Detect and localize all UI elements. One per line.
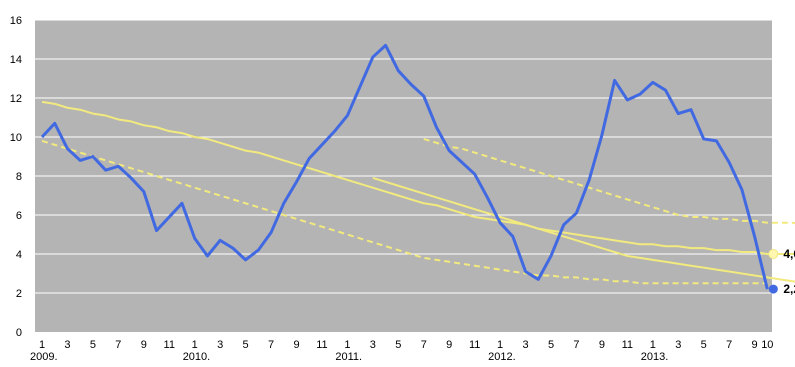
year-label: 2009. [30, 351, 58, 363]
x-tick-label: 5 [395, 339, 401, 351]
x-tick-label: 11 [164, 339, 175, 351]
series-line [423, 137, 795, 225]
x-axis-ticks: 1 3 5 7 9 11 1 3 5 7 9 11 1 3 5 7 9 11 1 3 5 7 9 11 1 3 5 7 9 10 [39, 339, 774, 351]
end-marker-point [768, 249, 779, 259]
x-tick-label: 5 [243, 339, 249, 351]
x-tick-label: 1 [192, 339, 198, 351]
y-tick-label: 6 [16, 210, 22, 222]
x-tick-label: 1 [497, 339, 503, 351]
x-tick-label: 5 [548, 339, 554, 351]
x-tick-label: 3 [522, 339, 528, 351]
x-tick-label: 11 [469, 339, 480, 351]
y-tick-label: 12 [10, 93, 22, 105]
y-tick-label: 2 [16, 288, 22, 300]
x-tick-label: 9 [599, 339, 605, 351]
x-tick-label: 3 [217, 339, 223, 351]
x-tick-label: 3 [370, 339, 376, 351]
x-tick-label: 7 [421, 339, 427, 351]
x-tick-label: 11 [316, 339, 327, 351]
x-tick-label: 7 [268, 339, 274, 351]
y-tick-label: 8 [16, 171, 22, 183]
x-tick-label: 1 [39, 339, 45, 351]
x-tick-label: 9 [446, 339, 452, 351]
x-tick-label: 7 [115, 339, 121, 351]
x-tick-label: 7 [726, 339, 732, 351]
y-tick-label: 4 [16, 249, 22, 261]
x-tick-label: 5 [701, 339, 707, 351]
x-tick-label: 7 [573, 339, 579, 351]
y-tick-label: 10 [10, 132, 22, 144]
x-tick-label: 11 [622, 339, 633, 351]
x-tick-label: 5 [90, 339, 96, 351]
series-line [40, 43, 769, 290]
y-tick-label: 14 [10, 54, 22, 66]
end-label: 2,2 [783, 282, 795, 296]
x-tick-label: 1 [650, 339, 656, 351]
x-tick-label: 9 [293, 339, 299, 351]
series-line [41, 139, 768, 285]
end-markers: 4,0 2,2 [768, 247, 795, 296]
year-labels: 2009. 2010. 2011. 2012. 2013. [30, 351, 668, 363]
series-group [40, 43, 795, 290]
x-tick-label: 9 [752, 339, 758, 351]
year-label: 2010. [183, 351, 211, 363]
end-label: 4,0 [783, 247, 795, 261]
x-tick-label: 10 [761, 339, 773, 351]
year-label: 2013. [641, 351, 669, 363]
series-line [41, 100, 795, 255]
x-tick-label: 3 [675, 339, 681, 351]
x-tick-label: 3 [64, 339, 70, 351]
x-tick-label: 9 [141, 339, 147, 351]
x-tick-label: 1 [344, 339, 350, 351]
y-tick-label: 16 [10, 15, 22, 27]
y-tick-label: 0 [16, 327, 22, 339]
y-axis-ticks: 0 2 4 6 8 10 12 14 16 [10, 15, 22, 339]
year-label: 2011. [335, 351, 362, 363]
year-label: 2012. [488, 351, 516, 363]
end-marker-point [768, 284, 778, 294]
series-line [372, 176, 795, 283]
